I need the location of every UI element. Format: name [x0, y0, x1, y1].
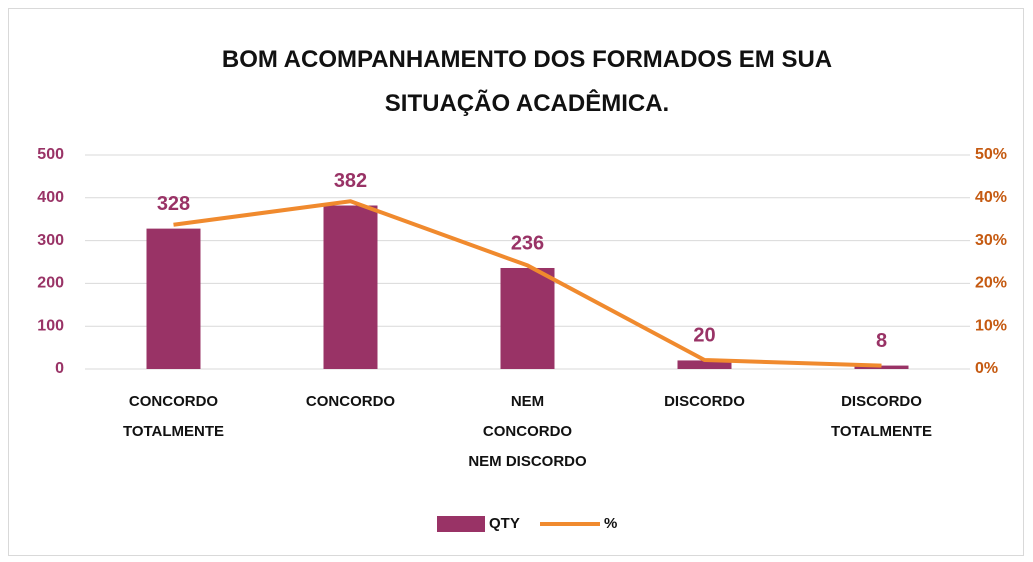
legend-label: QTY	[489, 515, 520, 532]
y2-tick-label: 50%	[975, 146, 1007, 163]
y2-tick-label: 30%	[975, 232, 1007, 249]
x-tick-label: CONCORDO TOTALMENTE	[122, 393, 225, 440]
chart-title: BOM ACOMPANHAMENTO DOS FORMADOS EM SUA S…	[221, 46, 833, 117]
bar	[854, 365, 909, 369]
data-label: 236	[511, 232, 544, 254]
bar	[500, 267, 555, 369]
y-tick-label: 200	[37, 275, 64, 292]
y2-tick-label: 0%	[975, 360, 998, 377]
bar	[146, 228, 201, 369]
line	[173, 199, 882, 368]
y-tick-label: 100	[37, 317, 64, 334]
y-tick-label: 500	[37, 146, 64, 163]
chart-frame	[8, 8, 1024, 556]
bar	[323, 205, 378, 369]
y2-tick-label: 10%	[975, 317, 1007, 334]
data-label: 328	[157, 193, 190, 215]
x-tick-label: CONCORDO	[305, 393, 396, 410]
x-tick-label: DISCORDO	[664, 393, 745, 410]
x-tick-label: NEM CONCORDO NEM DISCORDO	[468, 393, 587, 470]
legend-label: %	[604, 515, 617, 532]
y2-tick-label: 40%	[975, 189, 1007, 206]
bar	[677, 360, 732, 369]
data-label: 8	[876, 330, 887, 352]
y-tick-label: 0	[55, 360, 64, 377]
y-tick-label: 400	[37, 189, 64, 206]
data-label: 382	[334, 170, 367, 192]
data-label: 20	[693, 325, 715, 347]
x-tick-label: DISCORDO TOTALMENTE	[830, 393, 933, 440]
y-tick-label: 300	[37, 232, 64, 249]
y2-tick-label: 20%	[975, 275, 1007, 292]
legend-swatch	[437, 516, 485, 532]
